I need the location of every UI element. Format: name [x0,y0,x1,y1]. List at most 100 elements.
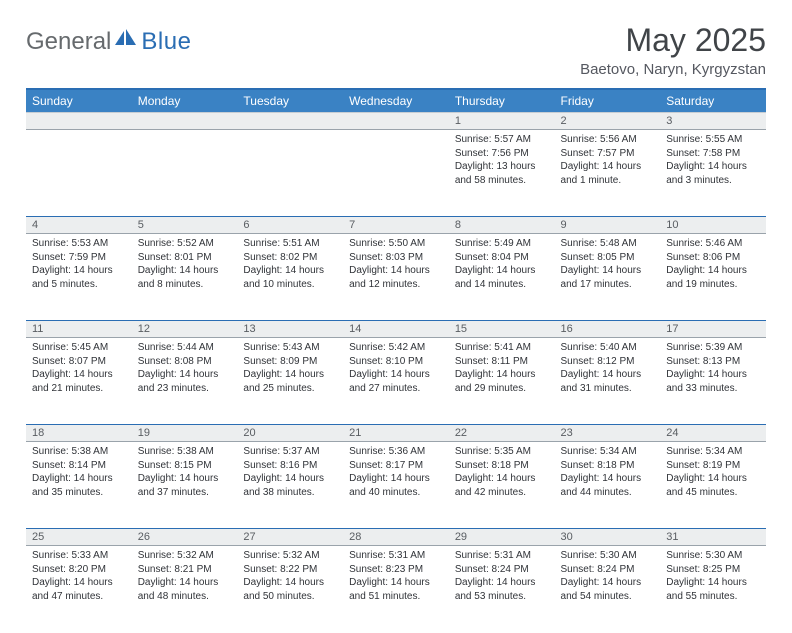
day-number-cell: 25 [26,529,132,546]
day-cell: Sunrise: 5:50 AMSunset: 8:03 PMDaylight:… [343,234,449,321]
day-number-cell: 24 [660,425,766,442]
weekday-header: Saturday [660,89,766,113]
day-number: 3 [660,113,766,129]
day-number: 15 [449,321,555,337]
day-details: Sunrise: 5:31 AMSunset: 8:24 PMDaylight:… [449,546,555,607]
day-number: 29 [449,529,555,545]
day-number: 5 [132,217,238,233]
day-number-cell: 21 [343,425,449,442]
weekday-header: Sunday [26,89,132,113]
day-cell [26,130,132,217]
day-number-cell [132,113,238,130]
day-number-cell: 4 [26,217,132,234]
day-details: Sunrise: 5:34 AMSunset: 8:19 PMDaylight:… [660,442,766,503]
day-details: Sunrise: 5:32 AMSunset: 8:22 PMDaylight:… [237,546,343,607]
day-cell: Sunrise: 5:35 AMSunset: 8:18 PMDaylight:… [449,442,555,529]
day-details: Sunrise: 5:45 AMSunset: 8:07 PMDaylight:… [26,338,132,399]
day-details: Sunrise: 5:34 AMSunset: 8:18 PMDaylight:… [555,442,661,503]
day-number: 21 [343,425,449,441]
day-cell: Sunrise: 5:43 AMSunset: 8:09 PMDaylight:… [237,338,343,425]
day-cell: Sunrise: 5:32 AMSunset: 8:21 PMDaylight:… [132,546,238,633]
day-number: 23 [555,425,661,441]
day-details: Sunrise: 5:52 AMSunset: 8:01 PMDaylight:… [132,234,238,295]
day-cell: Sunrise: 5:34 AMSunset: 8:19 PMDaylight:… [660,442,766,529]
header: General Blue May 2025 Baetovo, Naryn, Ky… [26,22,766,78]
day-number-cell: 23 [555,425,661,442]
day-number: 24 [660,425,766,441]
day-cell: Sunrise: 5:52 AMSunset: 8:01 PMDaylight:… [132,234,238,321]
weekday-header: Tuesday [237,89,343,113]
day-cell: Sunrise: 5:49 AMSunset: 8:04 PMDaylight:… [449,234,555,321]
day-number: 30 [555,529,661,545]
day-cell: Sunrise: 5:45 AMSunset: 8:07 PMDaylight:… [26,338,132,425]
day-cell: Sunrise: 5:56 AMSunset: 7:57 PMDaylight:… [555,130,661,217]
day-number-cell: 11 [26,321,132,338]
day-number-cell [26,113,132,130]
day-number: 22 [449,425,555,441]
day-details: Sunrise: 5:51 AMSunset: 8:02 PMDaylight:… [237,234,343,295]
day-number-cell: 8 [449,217,555,234]
calendar-header-row: SundayMondayTuesdayWednesdayThursdayFrid… [26,89,766,113]
day-details: Sunrise: 5:42 AMSunset: 8:10 PMDaylight:… [343,338,449,399]
day-number-cell: 13 [237,321,343,338]
day-details: Sunrise: 5:37 AMSunset: 8:16 PMDaylight:… [237,442,343,503]
day-cell: Sunrise: 5:31 AMSunset: 8:23 PMDaylight:… [343,546,449,633]
day-number-cell: 16 [555,321,661,338]
day-cell [237,130,343,217]
day-number: 2 [555,113,661,129]
day-details: Sunrise: 5:49 AMSunset: 8:04 PMDaylight:… [449,234,555,295]
day-number-cell: 10 [660,217,766,234]
day-number-cell: 27 [237,529,343,546]
month-title: May 2025 [580,22,766,59]
day-number: 16 [555,321,661,337]
weekday-header: Thursday [449,89,555,113]
day-number: 10 [660,217,766,233]
day-cell: Sunrise: 5:38 AMSunset: 8:14 PMDaylight:… [26,442,132,529]
day-number: 13 [237,321,343,337]
weekday-header: Monday [132,89,238,113]
day-details: Sunrise: 5:46 AMSunset: 8:06 PMDaylight:… [660,234,766,295]
day-number-cell: 22 [449,425,555,442]
day-number [343,113,449,117]
weekday-header: Friday [555,89,661,113]
logo-text-blue: Blue [141,28,191,56]
day-number-cell: 1 [449,113,555,130]
day-cell: Sunrise: 5:44 AMSunset: 8:08 PMDaylight:… [132,338,238,425]
day-number: 18 [26,425,132,441]
day-cell: Sunrise: 5:30 AMSunset: 8:25 PMDaylight:… [660,546,766,633]
day-number: 9 [555,217,661,233]
day-number: 28 [343,529,449,545]
day-details: Sunrise: 5:30 AMSunset: 8:24 PMDaylight:… [555,546,661,607]
day-details: Sunrise: 5:36 AMSunset: 8:17 PMDaylight:… [343,442,449,503]
day-cell: Sunrise: 5:34 AMSunset: 8:18 PMDaylight:… [555,442,661,529]
logo-text-general: General [26,28,111,56]
day-details: Sunrise: 5:38 AMSunset: 8:15 PMDaylight:… [132,442,238,503]
day-cell: Sunrise: 5:31 AMSunset: 8:24 PMDaylight:… [449,546,555,633]
day-number-cell: 14 [343,321,449,338]
day-cell [343,130,449,217]
day-cell: Sunrise: 5:48 AMSunset: 8:05 PMDaylight:… [555,234,661,321]
day-cell: Sunrise: 5:57 AMSunset: 7:56 PMDaylight:… [449,130,555,217]
day-number: 7 [343,217,449,233]
day-details: Sunrise: 5:53 AMSunset: 7:59 PMDaylight:… [26,234,132,295]
day-number-cell: 26 [132,529,238,546]
day-number-cell: 9 [555,217,661,234]
logo: General Blue [26,28,191,56]
day-number: 17 [660,321,766,337]
day-cell: Sunrise: 5:51 AMSunset: 8:02 PMDaylight:… [237,234,343,321]
calendar-table: SundayMondayTuesdayWednesdayThursdayFrid… [26,88,766,633]
day-details: Sunrise: 5:57 AMSunset: 7:56 PMDaylight:… [449,130,555,191]
day-number-cell: 17 [660,321,766,338]
day-number: 25 [26,529,132,545]
day-details: Sunrise: 5:39 AMSunset: 8:13 PMDaylight:… [660,338,766,399]
day-number: 8 [449,217,555,233]
day-details: Sunrise: 5:31 AMSunset: 8:23 PMDaylight:… [343,546,449,607]
day-number [132,113,238,117]
day-number-cell [237,113,343,130]
day-cell: Sunrise: 5:55 AMSunset: 7:58 PMDaylight:… [660,130,766,217]
day-number-cell: 6 [237,217,343,234]
day-number: 27 [237,529,343,545]
day-number: 14 [343,321,449,337]
day-number [26,113,132,117]
day-details: Sunrise: 5:56 AMSunset: 7:57 PMDaylight:… [555,130,661,191]
